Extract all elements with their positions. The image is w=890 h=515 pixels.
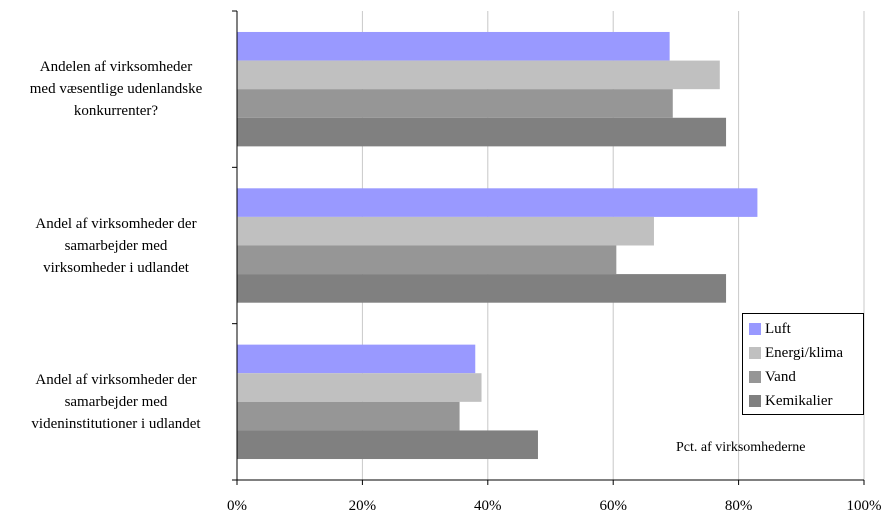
category-label: Andel af virksomheder der samarbejder med…	[2, 369, 230, 435]
legend-label: Energi/klima	[765, 344, 844, 361]
category-label-line: videninstitutioner i udlandet	[31, 415, 201, 432]
x-tick-label: 60%	[599, 498, 627, 514]
axis-annotation: Pct. af virksomhederne	[676, 440, 806, 455]
bar-vand-2	[237, 401, 460, 431]
legend-swatch	[749, 347, 761, 359]
bar-kemikalier-0	[237, 117, 727, 147]
bar-luft-0	[237, 31, 670, 61]
bar-luft-2	[237, 344, 476, 374]
x-tick-label: 0%	[227, 498, 247, 514]
bar-energi-klima-0	[237, 60, 720, 90]
legend-item: Luft	[749, 317, 863, 341]
axes	[232, 10, 865, 485]
category-label-line: konkurrenter?	[73, 103, 159, 120]
legend-item: Vand	[749, 365, 863, 389]
legend-label: Luft	[765, 320, 791, 337]
category-label-line: samarbejder med	[64, 393, 168, 410]
bar-kemikalier-1	[237, 274, 727, 303]
x-tick-label: 40%	[474, 498, 502, 514]
category-label: Andel af virksomheder der samarbejder med…	[2, 213, 230, 279]
category-label: Andelen af virksomheder med væsentlige ud…	[2, 56, 230, 122]
legend-swatch	[749, 323, 761, 335]
bars	[237, 31, 758, 460]
bar-kemikalier-2	[237, 430, 538, 460]
bar-vand-0	[237, 89, 673, 118]
category-label-line: virksomheder i udlandet	[43, 259, 189, 276]
legend-item: Energi/klima	[749, 341, 863, 365]
legend-item: Kemikalier	[749, 389, 863, 413]
bar-luft-1	[237, 188, 758, 217]
bar-vand-1	[237, 245, 617, 275]
legend: Luft Energi/klima Vand Kemikalier	[742, 313, 864, 415]
x-tick-label: 100%	[847, 498, 882, 514]
bar-energi-klima-2	[237, 373, 482, 402]
legend-swatch	[749, 395, 761, 407]
category-label-line: Andel af virksomheder der	[35, 215, 197, 232]
category-label-line: Andelen af virksomheder	[39, 59, 193, 76]
category-label-line: Andel af virksomheder der	[35, 371, 197, 388]
category-label-line: med væsentlige udenlandske	[29, 81, 203, 98]
x-tick-label: 80%	[725, 498, 753, 514]
legend-swatch	[749, 371, 761, 383]
x-tick-label: 20%	[349, 498, 377, 514]
bar-energi-klima-1	[237, 216, 654, 246]
legend-label: Vand	[765, 368, 796, 385]
category-label-line: samarbejder med	[64, 237, 168, 254]
x-tick-labels: 0% 20% 40% 60% 80% 100%	[227, 498, 882, 514]
legend-label: Kemikalier	[765, 392, 833, 409]
